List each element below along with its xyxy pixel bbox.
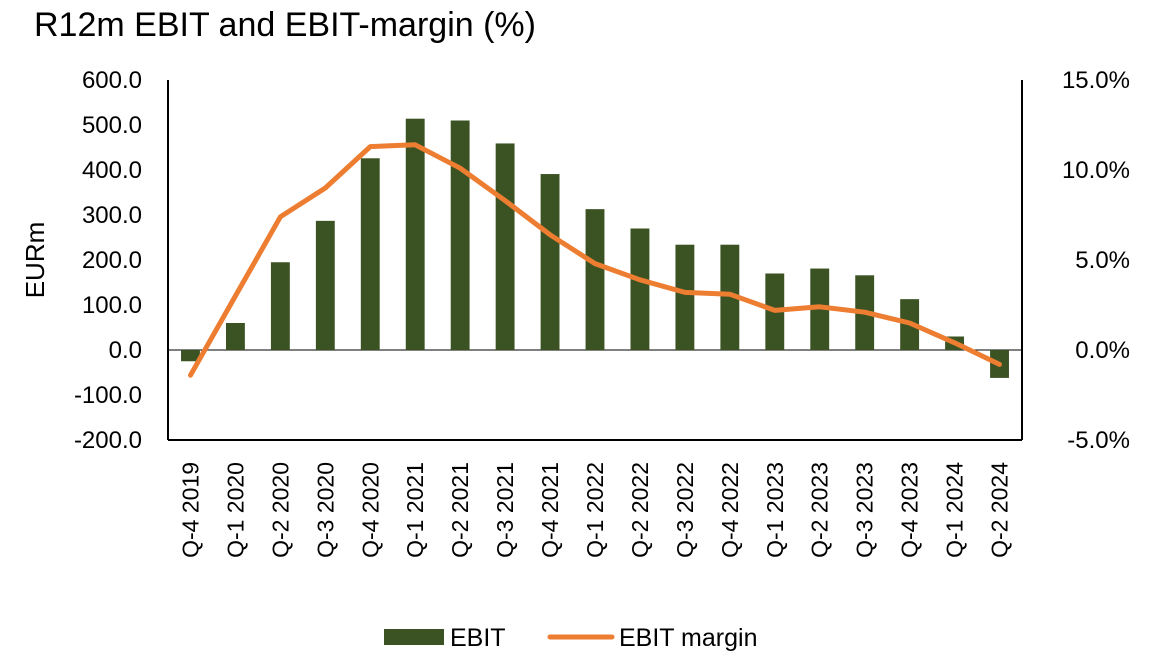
chart-title: R12m EBIT and EBIT-margin (%) [34, 6, 536, 44]
bar-0 [181, 350, 200, 362]
legend-label-ebit: EBIT [450, 624, 506, 652]
left-tick-label: 200.0 [82, 247, 142, 274]
right-axis-ticks: -5.0% 0.0% 5.0% 10.0% 15.0% [1062, 67, 1130, 454]
category-label: Q-3 2023 [852, 462, 878, 558]
left-tick-label: 500.0 [82, 112, 142, 139]
category-label: Q-4 2020 [357, 462, 383, 558]
category-label: Q-2 2024 [987, 462, 1013, 558]
category-label: Q-1 2020 [222, 462, 248, 558]
category-label: Q-2 2020 [267, 462, 293, 558]
bar-9 [585, 209, 605, 350]
line-group [188, 142, 1002, 378]
bars-group [181, 118, 1009, 378]
ebit-margin-line [188, 142, 1002, 378]
left-tick-label: 600.0 [82, 67, 142, 94]
right-tick-label: 10.0% [1062, 157, 1130, 184]
category-label: Q-4 2023 [897, 462, 923, 558]
category-label: Q-4 2022 [717, 462, 743, 558]
bar-7 [495, 143, 515, 350]
legend: EBIT EBIT margin [384, 624, 757, 652]
left-axis-ticks: -200.0 -100.0 0.0 100.0 200.0 300.0 400.0 500.0… [74, 67, 142, 454]
legend-swatch-ebit [384, 629, 444, 645]
left-tick-label: -100.0 [74, 382, 142, 409]
right-tick-label: 5.0% [1075, 247, 1130, 274]
legend-label-ebit-margin: EBIT margin [619, 624, 757, 652]
bar-2 [270, 262, 290, 350]
right-tick-label: 15.0% [1062, 67, 1130, 94]
category-label: Q-1 2021 [402, 462, 428, 558]
y-axis-title: EURm [20, 222, 50, 299]
left-tick-label: -200.0 [74, 427, 142, 454]
left-tick-label: 100.0 [82, 292, 142, 319]
category-label: Q-4 2021 [537, 462, 563, 558]
bar-1 [225, 323, 245, 350]
category-label: Q-2 2021 [447, 462, 473, 558]
category-label: Q-1 2024 [942, 462, 968, 558]
category-label: Q-2 2023 [807, 462, 833, 558]
bar-11 [675, 244, 695, 350]
category-label: Q-1 2023 [762, 462, 788, 558]
bar-8 [540, 174, 560, 350]
bar-4 [360, 158, 380, 350]
left-tick-label: 400.0 [82, 157, 142, 184]
category-label: Q-4 2019 [177, 462, 203, 558]
category-label: Q-3 2020 [312, 462, 338, 558]
category-label: Q-1 2022 [582, 462, 608, 558]
left-tick-label: 0.0 [109, 337, 142, 364]
right-tick-label: 0.0% [1075, 337, 1130, 364]
right-tick-label: -5.0% [1067, 427, 1130, 454]
category-labels: Q-4 2019 Q-1 2020 Q-2 2020 Q-3 2020 Q-4 2020… [177, 462, 1012, 558]
category-label: Q-3 2022 [672, 462, 698, 558]
bar-10 [630, 228, 650, 350]
bar-6 [450, 120, 470, 350]
left-tick-label: 300.0 [82, 202, 142, 229]
category-label: Q-2 2022 [627, 462, 653, 558]
category-label: Q-3 2021 [492, 462, 518, 558]
bar-5 [405, 118, 425, 350]
bar-3 [315, 220, 335, 350]
bar-12 [720, 244, 740, 350]
